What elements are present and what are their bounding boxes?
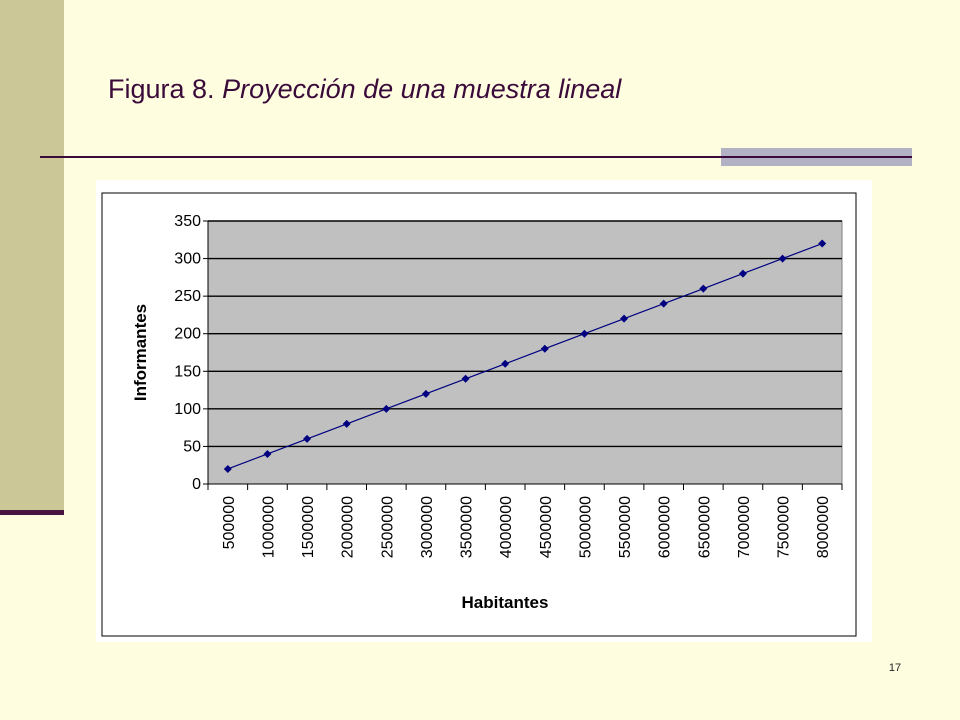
left-decorative-bar xyxy=(0,0,64,512)
x-axis-title: Habitantes xyxy=(462,593,549,612)
y-tick-label: 100 xyxy=(174,401,201,418)
x-tick-label: 2500000 xyxy=(379,496,396,558)
y-tick-label: 50 xyxy=(183,438,201,455)
data-point xyxy=(461,374,470,383)
data-point xyxy=(342,419,351,428)
y-tick-label: 300 xyxy=(174,251,201,268)
x-tick-label: 500000 xyxy=(221,496,238,549)
data-point xyxy=(580,329,589,338)
data-point xyxy=(303,434,312,443)
title-emphasis: Proyección de una muestra lineal xyxy=(222,74,622,104)
x-tick-label: 6500000 xyxy=(696,496,713,558)
y-axis-title: Informantes xyxy=(131,304,150,401)
x-tick-label: 3000000 xyxy=(419,496,436,558)
chart-container: 0 50 100 150 200 250 300 350 500000 1000000 150000… xyxy=(96,180,872,642)
data-point xyxy=(263,449,272,458)
x-tick-label: 5000000 xyxy=(577,496,594,558)
data-point xyxy=(540,344,549,353)
slide-title: Figura 8. Proyección de una muestra line… xyxy=(108,74,621,105)
x-tick-label: 2000000 xyxy=(340,496,357,558)
y-tick-label: 200 xyxy=(174,326,201,343)
title-rule xyxy=(40,156,912,158)
series-line xyxy=(227,242,823,470)
left-bar-accent-line xyxy=(0,510,64,515)
data-point xyxy=(818,239,827,248)
data-point xyxy=(699,284,708,293)
data-point xyxy=(659,299,668,308)
data-point xyxy=(501,359,510,368)
y-tick-label: 0 xyxy=(192,476,201,493)
x-tick-label: 7000000 xyxy=(736,496,753,558)
data-point xyxy=(738,269,747,278)
x-tick-label: 3500000 xyxy=(459,496,476,558)
title-rule-block-line xyxy=(721,156,912,158)
x-tick-label: 1000000 xyxy=(260,496,277,558)
x-tick-label: 1500000 xyxy=(300,496,317,558)
data-point xyxy=(421,389,430,398)
plot-area xyxy=(207,220,843,485)
y-tick-label: 150 xyxy=(174,363,201,380)
x-tick-label: 4000000 xyxy=(498,496,515,558)
data-point xyxy=(382,404,391,413)
slide-number: 17 xyxy=(888,662,902,674)
data-point xyxy=(223,464,232,473)
x-tick-label: 7500000 xyxy=(776,496,793,558)
title-prefix: Figura 8. xyxy=(108,74,223,104)
x-tick-label: 4500000 xyxy=(538,496,555,558)
x-tick-label: 8000000 xyxy=(815,496,832,558)
data-point xyxy=(620,314,629,323)
y-tick-label: 250 xyxy=(174,288,201,305)
y-tick-label: 350 xyxy=(174,213,201,230)
x-tick-label: 5500000 xyxy=(617,496,634,558)
line-chart: 0 50 100 150 200 250 300 350 500000 1000000 150000… xyxy=(101,192,857,637)
x-tick-label: 6000000 xyxy=(657,496,674,558)
